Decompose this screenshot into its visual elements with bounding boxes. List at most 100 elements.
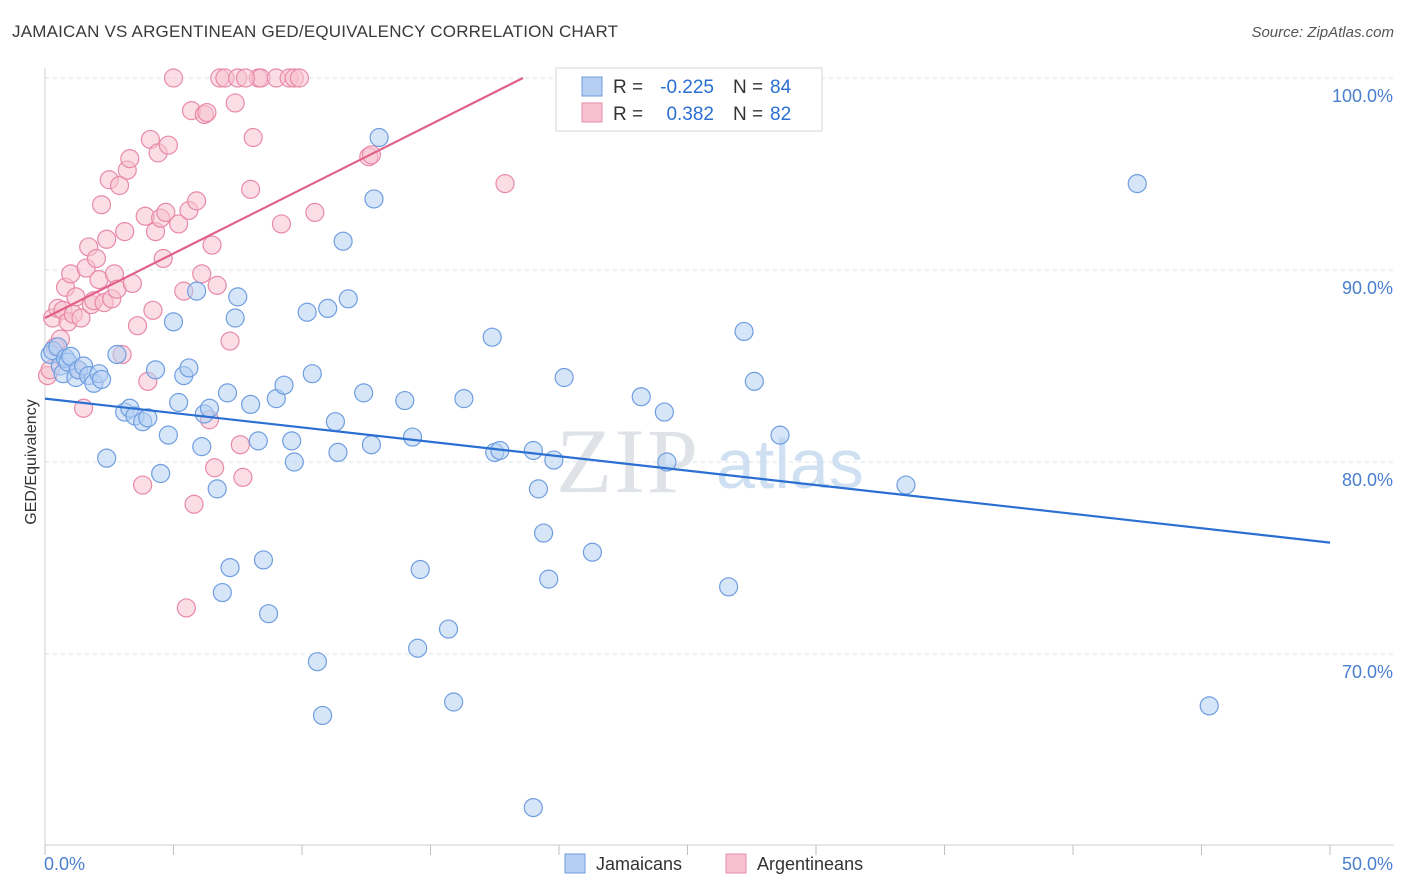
jamaicans-point-55 [338,289,358,309]
bottom-legend: Jamaicans Argentineans [564,853,863,874]
x-tick-label-max: 50.0% [1342,854,1393,874]
jamaicans-point-84 [896,475,916,495]
legend-n-value-jamaicans: 84 [770,77,792,98]
bottom-legend-label-jamaicans: Jamaicans [596,854,682,874]
argentineans-point-54 [192,264,212,284]
legend-swatch-argentineans [581,102,603,123]
legend-r-label-argentineans: R = [613,104,643,125]
argentineans-point-47 [169,214,189,234]
argentineans-point-39 [143,300,163,320]
y-tick-label-90: 90.0% [1342,278,1393,298]
jamaicans-point-46 [284,452,304,472]
argentineans-point-30 [115,222,135,242]
jamaicans-point-38 [228,287,248,307]
watermark-atlas: atlas [716,425,864,503]
jamaicans-point-65 [444,692,464,712]
argentineans-point-34 [127,316,148,336]
jamaicans-point-76 [582,542,603,562]
argentineans-point-60 [207,275,227,295]
jamaicans-point-83 [770,425,790,445]
bottom-legend-label-argentineans: Argentineans [757,854,863,874]
jamaicans-point-56 [354,383,374,403]
jamaicans-point-57 [361,435,381,455]
argentineans-point-59 [205,458,225,478]
jamaicans-point-50 [312,705,333,726]
argentineans-point-19 [86,248,107,269]
x-tick-label-min: 0.0% [44,854,85,874]
argentineans-point-66 [230,435,250,455]
jamaicans-point-67 [482,327,502,347]
y-tick-label-100: 100.0% [1332,86,1393,106]
source-note: Source: ZipAtlas.com [1251,24,1394,41]
jamaicans-point-85 [1127,174,1147,194]
argentineans-point-80 [495,174,515,194]
jamaicans-points [40,127,1219,818]
jamaicans-point-59 [369,127,389,148]
jamaicans-point-74 [544,450,564,470]
jamaicans-point-71 [528,479,549,499]
jamaicans-point-33 [207,479,227,499]
jamaicans-point-28 [179,358,199,378]
legend-n-value-argentineans: 82 [770,104,791,125]
jamaicans-trend-line [44,397,1331,544]
jamaicans-point-53 [328,442,348,462]
jamaicans-point-30 [192,437,212,457]
argentineans-point-69 [243,127,263,148]
jamaicans-point-23 [151,463,171,484]
jamaicans-point-66 [454,389,474,409]
y-tick-label-70: 70.0% [1342,662,1393,682]
trend-lines [44,77,1331,544]
argentineans-point-35 [133,475,153,495]
argentineans-point-44 [156,202,176,222]
argentineans-point-32 [120,149,140,169]
argentineans-point-45 [158,135,178,155]
jamaicans-point-36 [220,557,240,578]
jamaicans-point-64 [438,619,459,639]
jamaicans-point-87 [523,797,543,818]
jamaicans-point-14 [91,369,112,390]
bottom-legend-swatch-jamaicans [564,853,586,874]
jamaicans-point-58 [364,189,384,209]
argentineans-point-76 [289,68,310,88]
jamaicans-point-75 [554,367,574,388]
argentineans-point-63 [220,331,240,351]
jamaicans-point-80 [719,577,739,597]
jamaicans-point-41 [253,550,274,570]
jamaicans-point-62 [410,559,430,580]
jamaicans-point-15 [97,448,117,468]
jamaicans-point-47 [297,302,317,322]
argentineans-point-73 [271,214,292,234]
legend-r-label-jamaicans: R = [613,77,643,98]
jamaicans-point-49 [307,652,328,672]
jamaicans-point-25 [163,312,184,332]
jamaicans-point-16 [107,344,127,365]
y-tick-labels: 70.0% 80.0% 90.0% 100.0% [1332,86,1393,682]
jamaicans-point-77 [631,387,651,407]
legend-r-value-argentineans: 0.382 [666,104,714,125]
jamaicans-point-72 [533,523,554,543]
jamaicans-point-54 [333,231,353,251]
jamaicans-point-42 [258,604,279,624]
jamaicans-point-81 [734,321,754,342]
jamaicans-point-61 [402,427,423,447]
y-axis-label: GED/Equivalency [23,399,40,524]
legend-swatch-jamaicans [581,76,603,97]
argentineans-point-46 [163,68,184,88]
argentineans-point-56 [197,102,217,123]
argentineans-point-77 [305,202,325,222]
jamaicans-point-26 [169,392,189,413]
jamaicans-point-63 [408,638,428,658]
jamaicans-point-35 [217,383,238,403]
jamaicans-point-52 [325,412,346,432]
argentineans-point-67 [233,467,253,487]
jamaicans-point-32 [199,398,220,418]
jamaicans-point-37 [225,308,245,328]
argentineans-point-21 [91,195,112,215]
legend-n-label-argentineans: N = [733,104,763,125]
argentineans-trend-line [44,77,524,319]
jamaicans-point-44 [274,375,294,395]
grid-lines [45,77,1394,655]
argentineans-point-23 [97,229,117,249]
argentineans-point-53 [187,191,207,211]
